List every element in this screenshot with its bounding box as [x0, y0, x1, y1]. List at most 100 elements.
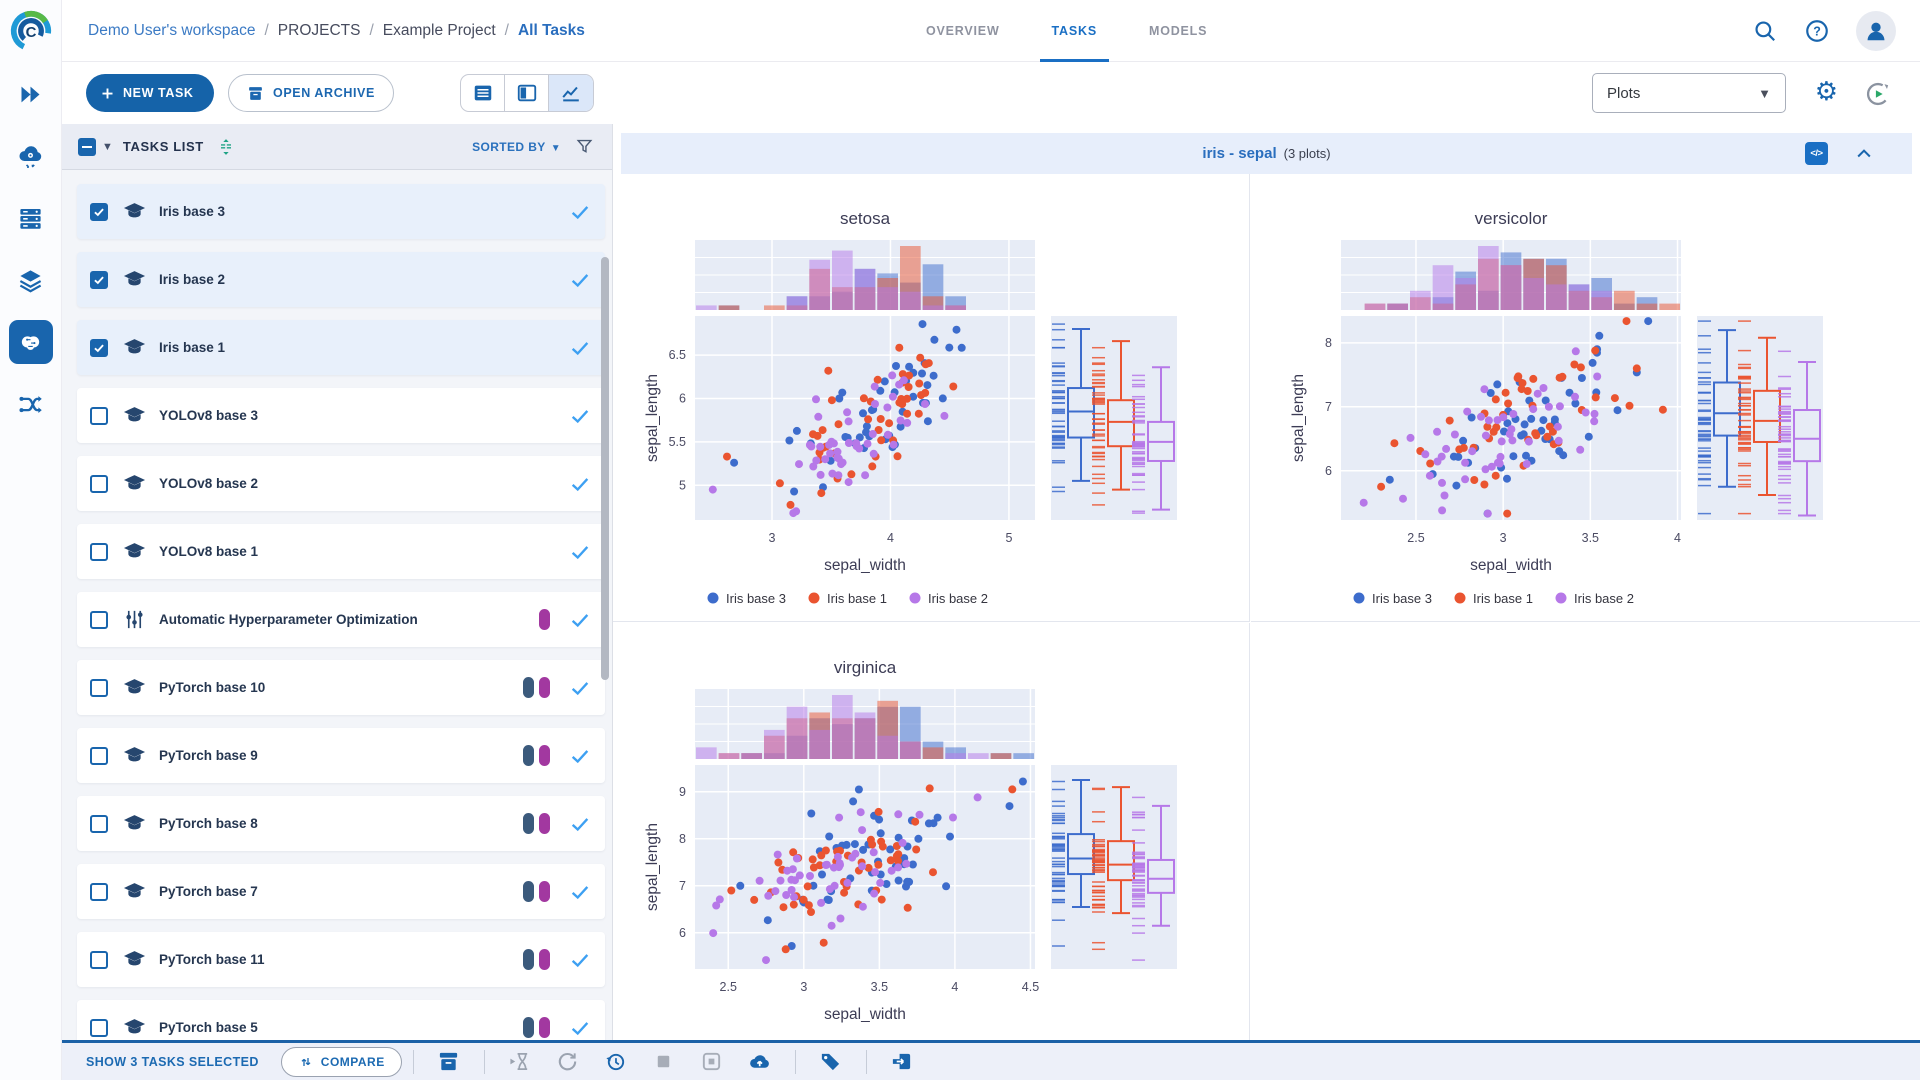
task-checkbox[interactable]: [90, 746, 108, 765]
breadcrumb-projects[interactable]: PROJECTS: [277, 21, 361, 39]
compare-button[interactable]: COMPARE: [280, 1046, 402, 1077]
reset-button[interactable]: [551, 1047, 585, 1077]
top-bar: Demo User's workspace / PROJECTS / Examp…: [62, 0, 1920, 62]
select-all-checkbox[interactable]: [78, 137, 96, 156]
breadcrumb-project[interactable]: Example Project: [382, 21, 496, 39]
add-tag-button[interactable]: [814, 1047, 848, 1077]
task-checkbox[interactable]: [90, 610, 108, 629]
task-name: PyTorch base 9: [159, 748, 258, 763]
breadcrumb: Demo User's workspace / PROJECTS / Examp…: [88, 22, 585, 40]
tab-overview[interactable]: OVERVIEW: [926, 24, 1000, 38]
task-row[interactable]: PyTorch base 7: [77, 864, 605, 919]
embed-code-icon[interactable]: </>: [1805, 142, 1828, 165]
move-to-project-button[interactable]: [885, 1047, 919, 1077]
filter-funnel-icon[interactable]: [575, 137, 594, 156]
task-row[interactable]: Iris base 2: [77, 252, 605, 307]
status-badge: [539, 609, 550, 630]
svg-text:sepal_length: sepal_length: [644, 823, 661, 911]
collapse-chevron-icon[interactable]: [1854, 144, 1874, 164]
select-menu-caret-icon[interactable]: ▼: [102, 140, 113, 153]
plot-cell-virginica[interactable]: 6 7 8 9 2.5 3 3.5 4 4.5 virginica sepal_width sepal…: [613, 623, 1250, 1040]
task-name: Automatic Hyperparameter Optimization: [159, 612, 418, 627]
breadcrumb-separator: /: [504, 21, 509, 39]
sidebar-item-experiments[interactable]: [8, 320, 53, 364]
brain-icon: [21, 335, 40, 350]
tab-models[interactable]: MODELS: [1148, 24, 1208, 38]
sidebar-item-deploy[interactable]: [9, 134, 53, 178]
svg-text:3: 3: [769, 531, 776, 545]
table-view-button[interactable]: [461, 75, 505, 111]
task-checkbox[interactable]: [90, 678, 108, 697]
publish-button[interactable]: [743, 1047, 777, 1077]
task-row[interactable]: Iris base 3: [77, 184, 605, 239]
task-name: YOLOv8 base 3: [159, 408, 259, 423]
task-checkbox[interactable]: [90, 814, 108, 833]
tab-tasks[interactable]: TASKS: [1026, 0, 1123, 62]
task-row[interactable]: YOLOv8 base 2: [77, 456, 605, 511]
task-row[interactable]: Iris base 1: [77, 320, 605, 375]
task-checkbox[interactable]: [90, 474, 108, 493]
status-badge: [539, 677, 550, 698]
task-checkbox[interactable]: [90, 270, 108, 289]
divider: [794, 1049, 796, 1074]
open-archive-button[interactable]: OPEN ARCHIVE: [228, 74, 394, 112]
sidebar-expand-button[interactable]: [9, 72, 53, 116]
help-icon[interactable]: ?: [1804, 18, 1830, 44]
task-row[interactable]: PyTorch base 5: [77, 1000, 605, 1040]
svg-text:Iris base 1: Iris base 1: [827, 591, 887, 606]
svg-text:sepal_width: sepal_width: [1470, 557, 1552, 574]
tasks-scrollbar[interactable]: [601, 257, 609, 680]
task-checkbox[interactable]: [90, 406, 108, 425]
task-row[interactable]: YOLOv8 base 3: [77, 388, 605, 443]
search-icon[interactable]: [1752, 18, 1778, 44]
enqueue-button[interactable]: [503, 1047, 537, 1077]
task-checkbox[interactable]: [90, 202, 108, 221]
task-checkbox[interactable]: [90, 542, 108, 561]
left-sidebar: C: [0, 0, 62, 1080]
task-row[interactable]: PyTorch base 9: [77, 728, 605, 783]
svg-text:Iris base 2: Iris base 2: [928, 591, 988, 606]
task-row[interactable]: PyTorch base 10: [77, 660, 605, 715]
task-row[interactable]: PyTorch base 11: [77, 932, 605, 987]
plot-cell-setosa[interactable]: 5 5.5 6 6.5 3 4 5 setosa sepal_width sepal_length…: [613, 174, 1250, 622]
clearml-logo[interactable]: C: [8, 8, 54, 54]
plots-view-button[interactable]: [549, 75, 593, 111]
retry-button[interactable]: [599, 1047, 633, 1077]
person-icon: [1867, 22, 1885, 41]
settings-gear-icon[interactable]: ⚙: [1814, 77, 1838, 107]
task-type-icon: [123, 336, 146, 359]
new-task-button[interactable]: NEW TASK: [86, 74, 214, 112]
selected-check-icon: [571, 205, 589, 219]
row-height-icon[interactable]: [216, 137, 236, 157]
sidebar-item-datasets[interactable]: [9, 196, 53, 240]
abort-all-children-button[interactable]: [695, 1047, 729, 1077]
task-checkbox[interactable]: [90, 1018, 108, 1037]
split-view-button[interactable]: [505, 75, 549, 111]
task-checkbox[interactable]: [90, 338, 108, 357]
sorted-by-button[interactable]: SORTED BY ▼: [472, 139, 561, 154]
svg-text:versicolor: versicolor: [1475, 209, 1548, 228]
sidebar-item-projects[interactable]: [9, 258, 53, 302]
archive-button[interactable]: [432, 1047, 466, 1077]
task-type-icon: [123, 268, 146, 291]
svg-text:Iris base 2: Iris base 2: [1574, 591, 1634, 606]
plot-virginica: 6 7 8 9 2.5 3 3.5 4 4.5 virginica sepal_width sepal…: [644, 658, 1177, 1023]
plot-cell-versicolor[interactable]: 6 7 8 2.5 3 3.5 4 versicolor sepal_width sepal_le…: [1251, 174, 1920, 622]
auto-refresh-icon[interactable]: [1864, 80, 1892, 108]
metric-view-select[interactable]: Plots ▼: [1592, 73, 1786, 113]
task-row[interactable]: Automatic Hyperparameter Optimization: [77, 592, 605, 647]
user-avatar[interactable]: [1856, 11, 1896, 51]
breadcrumb-workspace[interactable]: Demo User's workspace: [88, 21, 256, 39]
task-row[interactable]: YOLOv8 base 1: [77, 524, 605, 579]
status-badge: [539, 745, 550, 766]
tasks-list: Iris base 3 Iris base 2 Iris base 1 YOLOv8 …: [62, 170, 612, 1040]
task-checkbox[interactable]: [90, 950, 108, 969]
compare-arrows-icon: [301, 1057, 311, 1066]
task-type-icon: [123, 1016, 146, 1039]
sidebar-item-pipelines[interactable]: [9, 382, 53, 426]
cloud-upload-icon: [750, 1055, 770, 1068]
divider: [412, 1049, 414, 1074]
task-checkbox[interactable]: [90, 882, 108, 901]
abort-button[interactable]: [647, 1047, 681, 1077]
task-row[interactable]: PyTorch base 8: [77, 796, 605, 851]
